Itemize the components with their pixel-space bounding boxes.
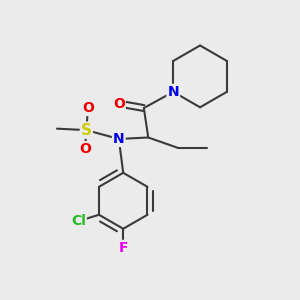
Text: N: N xyxy=(113,132,124,146)
Text: O: O xyxy=(79,142,91,156)
Text: Cl: Cl xyxy=(71,214,86,228)
Text: O: O xyxy=(82,101,94,115)
Text: S: S xyxy=(81,123,92,138)
Text: N: N xyxy=(167,85,179,99)
Text: F: F xyxy=(118,241,128,255)
Text: O: O xyxy=(113,97,125,111)
